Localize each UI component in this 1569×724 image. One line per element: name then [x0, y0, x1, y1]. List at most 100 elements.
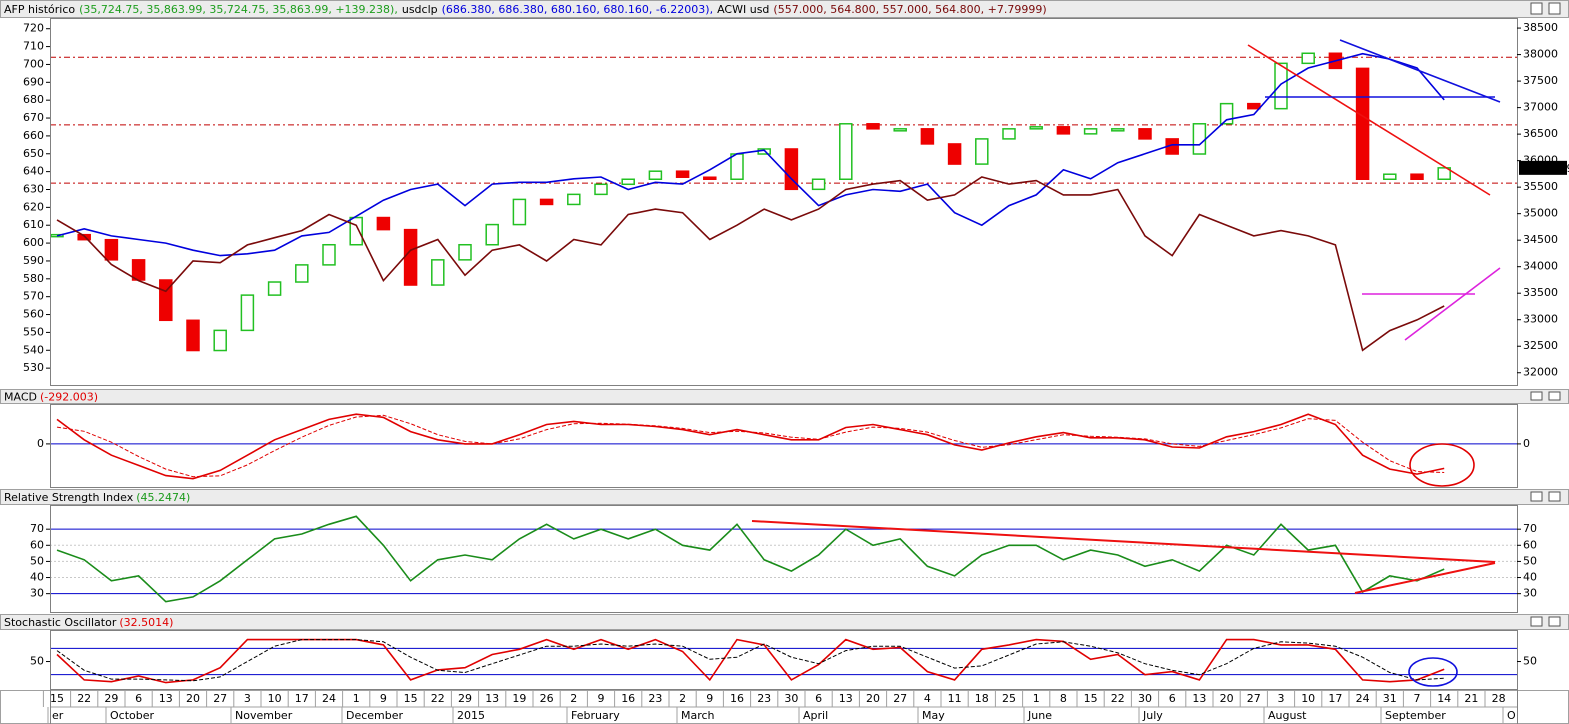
candle	[349, 216, 363, 246]
x-tick-label: 28	[1492, 692, 1506, 705]
maximize-button[interactable]	[1530, 491, 1543, 502]
plot-area	[50, 404, 1518, 488]
x-tick-label: 26	[540, 692, 554, 705]
y-tick-label: 600	[23, 236, 44, 249]
y2-tick-label: 36500	[1523, 127, 1558, 140]
x-tick-label: 10	[1301, 692, 1315, 705]
y2-tick-label: 33500	[1523, 286, 1558, 299]
month-label: April	[803, 709, 828, 722]
y2-tick-label: 70	[1523, 522, 1537, 535]
month-label: March	[681, 709, 715, 722]
x-tick-label: 4	[924, 692, 931, 705]
plot-group	[51, 52, 1517, 352]
panel-title: AFP histórico (35,724.75, 35,863.99, 35,7…	[4, 3, 1047, 16]
candle	[1083, 128, 1098, 135]
x-tick-label: 20	[866, 692, 880, 705]
candle	[1029, 126, 1043, 130]
y-tick-label: 690	[23, 75, 44, 88]
candle	[1437, 167, 1451, 181]
x-tick-label: 15	[1084, 692, 1098, 705]
close-button[interactable]	[1548, 391, 1561, 401]
title-text: Relative Strength Index	[4, 491, 134, 504]
highlight-circle	[1408, 657, 1458, 687]
candle	[893, 128, 907, 132]
y-tick-label: 40	[30, 571, 44, 584]
candle	[784, 148, 799, 191]
plot-area	[50, 505, 1518, 613]
x-tick-label: 23	[757, 692, 771, 705]
maximize-button[interactable]	[1530, 616, 1543, 627]
maximize-button[interactable]	[1530, 391, 1543, 401]
close-button[interactable]	[1548, 491, 1561, 502]
candle	[947, 143, 962, 165]
x-tick-label: 13	[1192, 692, 1206, 705]
month-label: October	[110, 709, 154, 722]
candle	[186, 319, 200, 352]
candle	[1301, 52, 1315, 65]
x-tick-label: 2	[679, 692, 686, 705]
candle	[1056, 126, 1071, 135]
y-tick-label: 540	[23, 343, 44, 356]
close-button[interactable]	[1548, 616, 1561, 627]
legend-values: (557.000, 564.800, 557.000, 564.800, +7.…	[773, 3, 1046, 16]
trendline	[1404, 267, 1501, 341]
title-value: (32.5014)	[119, 616, 173, 629]
x-tick-label: 22	[431, 692, 445, 705]
month-label: O	[1507, 709, 1516, 722]
y-tick-label: 50	[30, 655, 44, 668]
panel-header	[0, 389, 1569, 404]
panel-title: Relative Strength Index (45.2474)	[4, 491, 190, 504]
month-label: November	[235, 709, 293, 722]
maximize-button[interactable]	[1530, 2, 1543, 15]
x-tick-label: 11	[948, 692, 962, 705]
plot-group	[51, 413, 1517, 480]
x-tick-label: 24	[1356, 692, 1370, 705]
candle	[730, 153, 744, 181]
x-tick-label: 27	[1247, 692, 1261, 705]
x-tick-label: 13	[839, 692, 853, 705]
y-tick-label: 50	[30, 554, 44, 567]
month-label: September	[1385, 709, 1446, 722]
annotations	[751, 39, 1501, 687]
month-label: June	[1027, 709, 1052, 722]
candle	[512, 198, 527, 226]
title-text: Stochastic Oscillator	[4, 616, 117, 629]
y-tick-label: 630	[23, 182, 44, 195]
month-label: 2015	[457, 709, 485, 722]
close-button[interactable]	[1548, 2, 1561, 15]
y2-tick-label: 34000	[1523, 260, 1558, 273]
y-tick-label: 660	[23, 129, 44, 142]
x-tick-label: 16	[730, 692, 744, 705]
legend-name: usdclp	[402, 3, 438, 16]
legend-name: ACWI usd	[717, 3, 769, 16]
x-tick-label: 6	[135, 692, 142, 705]
month-label: er	[52, 709, 64, 722]
candle	[458, 243, 472, 261]
x-tick-label: 7	[1414, 692, 1421, 705]
y2-tick-label: 35500	[1523, 180, 1558, 193]
y2-tick-label: 37000	[1523, 101, 1558, 114]
plot-group	[51, 515, 1517, 603]
x-tick-label: 29	[104, 692, 118, 705]
y2-tick-label: 34500	[1523, 233, 1558, 246]
panel-title: MACD (-292.003)	[4, 391, 98, 404]
panel-title: Stochastic Oscillator (32.5014)	[4, 616, 173, 629]
month-label: May	[922, 709, 945, 722]
title-value: (-292.003)	[40, 391, 98, 404]
y-tick-label: 670	[23, 111, 44, 124]
candle	[104, 238, 119, 261]
x-tick-label: 27	[213, 692, 227, 705]
candle	[1111, 128, 1125, 132]
month-label: July	[1142, 709, 1163, 722]
y2-tick-label: 40	[1523, 571, 1537, 584]
candle	[567, 193, 581, 206]
x-tick-label: 20	[186, 692, 200, 705]
y-tick-label: 720	[23, 22, 44, 35]
x-tick-label: 1	[353, 692, 360, 705]
candle	[376, 216, 391, 231]
x-tick-label: 15	[50, 692, 64, 705]
candle	[703, 176, 717, 181]
panel-header	[0, 489, 1569, 505]
